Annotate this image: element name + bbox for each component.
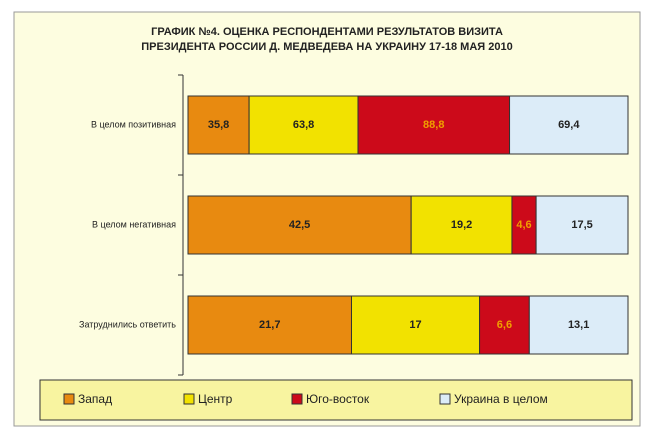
legend-label: Запад [78,392,112,406]
value-label: 21,7 [259,319,280,331]
bar [187,295,352,355]
value-label: 69,4 [558,119,580,131]
legend-label: Юго-восток [306,392,370,406]
value-label: 17,5 [571,219,592,231]
legend-swatch [63,393,75,405]
y-tick-label: В целом негативная [92,219,176,229]
bar [410,195,513,255]
bar [187,95,250,155]
value-label: 17 [409,319,421,331]
value-label: 42,5 [289,219,310,231]
legend-swatch [439,393,451,405]
bar [350,295,481,355]
bar [479,295,530,355]
value-label: 35,8 [208,119,229,131]
bar [511,195,537,255]
chart-title: ГРАФИК №4. ОЦЕНКА РЕСПОНДЕНТАМИ РЕЗУЛЬТА… [151,26,503,38]
bar [528,295,629,355]
legend-swatch [291,393,303,405]
value-label: 4,6 [516,219,531,231]
y-tick-label: В целом позитивная [91,119,176,129]
chart-title: ПРЕЗИДЕНТА РОССИИ Д. МЕДВЕДЕВА НА УКРАИН… [141,41,512,53]
value-label: 63,8 [293,119,314,131]
bar [187,195,412,255]
value-label: 19,2 [451,219,472,231]
value-label: 13,1 [568,319,589,331]
bar [535,195,629,255]
legend [39,379,633,421]
bar [248,95,359,155]
bar [509,95,629,155]
legend-swatch [183,393,195,405]
value-label: 6,6 [497,319,512,331]
value-label: 88,8 [423,119,444,131]
y-tick-label: Затруднились ответить [79,319,176,329]
legend-label: Украина в целом [454,392,548,406]
legend-label: Центр [198,392,233,406]
